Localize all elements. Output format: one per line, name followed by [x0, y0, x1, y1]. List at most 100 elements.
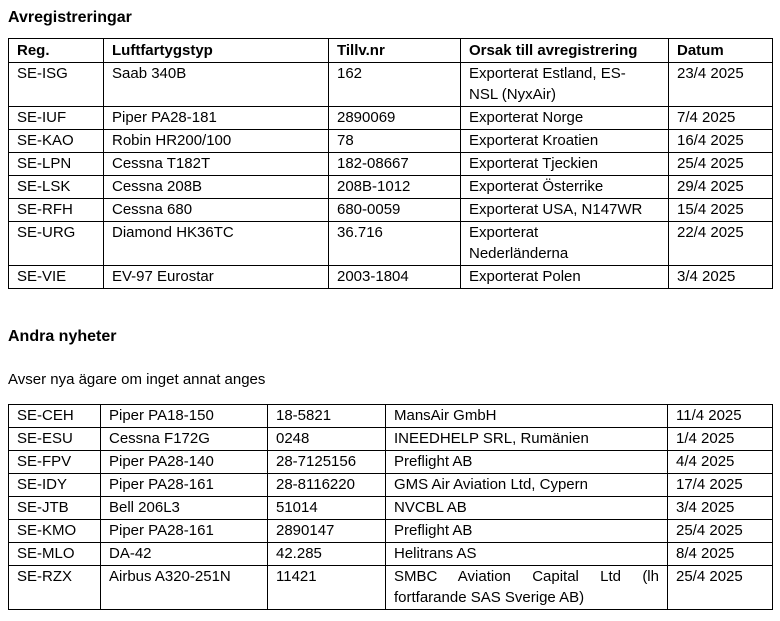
table-cell: SE-JTB: [8, 496, 101, 520]
table-cell: 23/4 2025: [668, 62, 773, 107]
table-row: SE-FPV Piper PA28-140 28-7125156 Preflight …: [8, 450, 773, 474]
table-cell: 25/4 2025: [668, 152, 773, 176]
table-cell: SE-RFH: [8, 198, 104, 222]
table-cell: SE-KMO: [8, 519, 101, 543]
table-row: SE-IUF Piper PA28-181 2890069 Exporterat No…: [8, 106, 773, 130]
table-cell: 78: [328, 129, 461, 153]
table-cell: Robin HR200/100: [103, 129, 329, 153]
column-header-tillvnr: Tillv.nr: [328, 38, 461, 63]
table-cell: 25/4 2025: [667, 565, 773, 610]
table-cell: 36.716: [328, 221, 461, 266]
table-cell: Piper PA18-150: [100, 404, 268, 428]
table-cell: Preflight AB: [385, 450, 668, 474]
table-cell: 8/4 2025: [667, 542, 773, 566]
table-row: SE-CEH Piper PA18-150 18-5821 MansAir GmbH 1…: [8, 404, 773, 428]
table-cell: MansAir GmbH: [385, 404, 668, 428]
table-cell: Exporterat Norge: [460, 106, 669, 130]
table-cell: 182-08667: [328, 152, 461, 176]
table-row: SE-JTB Bell 206L3 51014 NVCBL AB 3/4 2025: [8, 496, 773, 520]
table-row: SE-RZX Airbus A320-251N 11421 SMBC Aviation…: [8, 565, 773, 610]
table-cell: SMBC Aviation Capital Ltd (lh fortfarand…: [385, 565, 668, 610]
table-cell: SE-RZX: [8, 565, 101, 610]
table-row: SE-ESU Cessna F172G 0248 INEEDHELP SRL, Rum…: [8, 427, 773, 451]
table-cell: 2890069: [328, 106, 461, 130]
table-cell: 51014: [267, 496, 386, 520]
table-cell: 3/4 2025: [667, 496, 773, 520]
table-cell: Piper PA28-181: [103, 106, 329, 130]
table-cell: SE-IUF: [8, 106, 104, 130]
table-cell: 2890147: [267, 519, 386, 543]
table-cell: Cessna T182T: [103, 152, 329, 176]
table-cell: Bell 206L3: [100, 496, 268, 520]
table-cell: 17/4 2025: [667, 473, 773, 497]
avregistreringar-table: Reg. Luftfartygstyp Tillv.nr Orsak till …: [8, 38, 773, 289]
table-cell: Exporterat Kroatien: [460, 129, 669, 153]
table-cell: 28-7125156: [267, 450, 386, 474]
table-cell: Exporterat Österrike: [460, 175, 669, 199]
table-cell: Cessna 680: [103, 198, 329, 222]
table-cell: Exporterat Nederländerna: [460, 221, 669, 266]
table-cell: Exporterat Polen: [460, 265, 669, 289]
table-row: SE-LPN Cessna T182T 182-08667 Exporterat Tj…: [8, 152, 773, 176]
table-cell: 1/4 2025: [667, 427, 773, 451]
table-cell: 11421: [267, 565, 386, 610]
table-row: SE-KAO Robin HR200/100 78 Exporterat Kroati…: [8, 129, 773, 153]
table-cell: 25/4 2025: [667, 519, 773, 543]
table-cell: 162: [328, 62, 461, 107]
table-cell: 16/4 2025: [668, 129, 773, 153]
table-cell: SE-KAO: [8, 129, 104, 153]
table-row: SE-MLO DA-42 42.285 Helitrans AS 8/4 2025: [8, 542, 773, 566]
table-cell: Exporterat Estland, ES- NSL (NyxAir): [460, 62, 669, 107]
column-header-orsak: Orsak till avregistrering: [460, 38, 669, 63]
table-cell: Airbus A320-251N: [100, 565, 268, 610]
table-cell: 18-5821: [267, 404, 386, 428]
table-cell: DA-42: [100, 542, 268, 566]
table-cell: 7/4 2025: [668, 106, 773, 130]
section-title-andra-nyheter: Andra nyheter: [8, 328, 117, 345]
table-cell: 29/4 2025: [668, 175, 773, 199]
section-title-avregistreringar: Avregistreringar: [8, 9, 132, 26]
table-cell: 42.285: [267, 542, 386, 566]
table-cell: 22/4 2025: [668, 221, 773, 266]
table-header-row: Reg. Luftfartygstyp Tillv.nr Orsak till …: [8, 38, 773, 63]
table-cell: 3/4 2025: [668, 265, 773, 289]
table-cell: Cessna 208B: [103, 175, 329, 199]
table-cell: Helitrans AS: [385, 542, 668, 566]
table-cell: EV-97 Eurostar: [103, 265, 329, 289]
table-cell: Diamond HK36TC: [103, 221, 329, 266]
table-cell: SE-LSK: [8, 175, 104, 199]
table-row: SE-VIE EV-97 Eurostar 2003-1804 Exporterat …: [8, 265, 773, 289]
table-cell: 208B-1012: [328, 175, 461, 199]
table-cell: Cessna F172G: [100, 427, 268, 451]
column-header-reg: Reg.: [8, 38, 104, 63]
table-row: SE-ISG Saab 340B 162 Exporterat Estland, ES…: [8, 62, 773, 107]
table-cell: 11/4 2025: [667, 404, 773, 428]
table-row: SE-LSK Cessna 208B 208B-1012 Exporterat Öst…: [8, 175, 773, 199]
table-cell: SE-VIE: [8, 265, 104, 289]
column-header-luftfartygstyp: Luftfartygstyp: [103, 38, 329, 63]
table-cell: Exporterat USA, N147WR: [460, 198, 669, 222]
table-cell: Piper PA28-161: [100, 519, 268, 543]
table-row: SE-RFH Cessna 680 680-0059 Exporterat USA, …: [8, 198, 773, 222]
table-cell: INEEDHELP SRL, Rumänien: [385, 427, 668, 451]
table-cell: Piper PA28-161: [100, 473, 268, 497]
column-header-datum: Datum: [668, 38, 773, 63]
table-row: SE-URG Diamond HK36TC 36.716 Exporterat Ned…: [8, 221, 773, 266]
table-cell: SE-URG: [8, 221, 104, 266]
table-cell: GMS Air Aviation Ltd, Cypern: [385, 473, 668, 497]
table-cell: Piper PA28-140: [100, 450, 268, 474]
table-cell: SE-ISG: [8, 62, 104, 107]
table-cell: 2003-1804: [328, 265, 461, 289]
table-cell: Preflight AB: [385, 519, 668, 543]
table-cell: SE-ESU: [8, 427, 101, 451]
table-row: SE-KMO Piper PA28-161 2890147 Preflight AB 2…: [8, 519, 773, 543]
table-cell: NVCBL AB: [385, 496, 668, 520]
andra-nyheter-table: SE-CEH Piper PA18-150 18-5821 MansAir GmbH 1…: [8, 404, 773, 610]
table-cell: SE-IDY: [8, 473, 101, 497]
table-cell: SE-FPV: [8, 450, 101, 474]
table-cell: SE-LPN: [8, 152, 104, 176]
table-cell: SE-MLO: [8, 542, 101, 566]
andra-nyheter-note: Avser nya ägare om inget annat anges: [8, 371, 266, 388]
table-cell: Saab 340B: [103, 62, 329, 107]
